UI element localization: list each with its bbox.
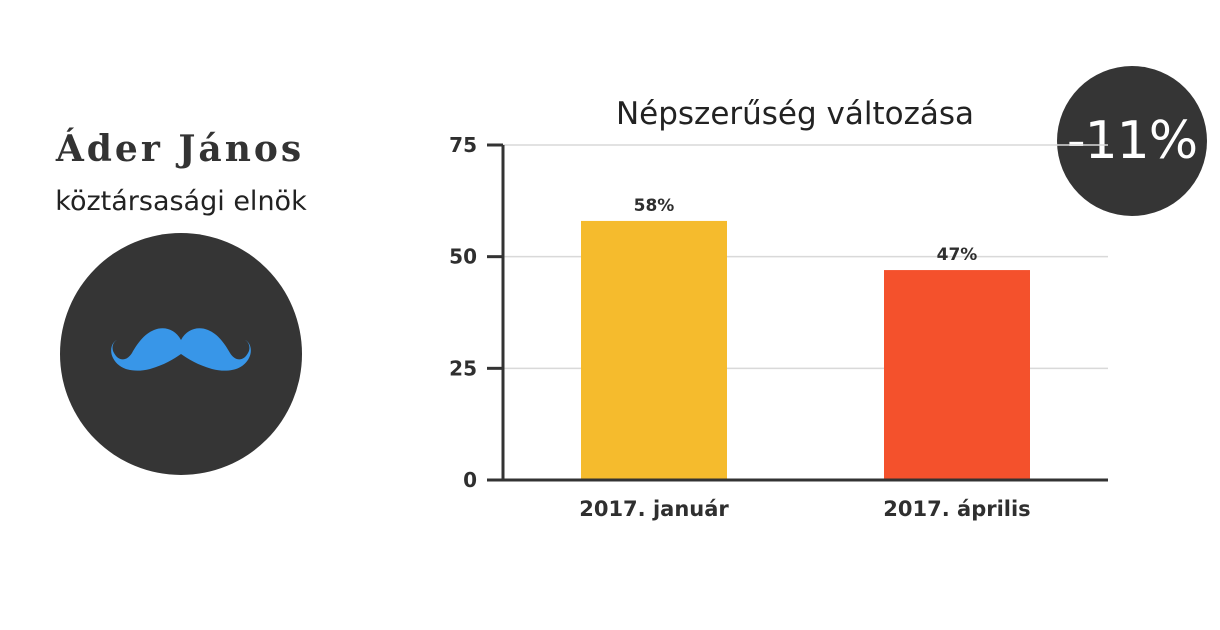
x-tick-label: 2017. április <box>883 497 1030 521</box>
y-tick-label: 0 <box>463 468 477 492</box>
data-label: 58% <box>634 196 675 216</box>
y-tick-label: 25 <box>449 356 477 380</box>
bar <box>884 270 1030 480</box>
person-role: köztársasági elnök <box>55 186 307 217</box>
y-tick-label: 50 <box>449 245 477 269</box>
change-badge: -11% <box>1057 66 1207 216</box>
x-tick-label: 2017. január <box>579 497 729 521</box>
chart-title: Népszerűség változása <box>616 96 974 132</box>
avatar <box>60 233 302 475</box>
bar-chart: Népszerűség változása 0 25 50 75 58% 2017. ja… <box>449 96 1108 521</box>
data-label: 47% <box>937 245 978 265</box>
person-name: Áder János <box>55 128 305 170</box>
bar <box>581 220 727 480</box>
y-tick-label: 75 <box>449 133 477 157</box>
mustache-icon <box>111 328 251 371</box>
